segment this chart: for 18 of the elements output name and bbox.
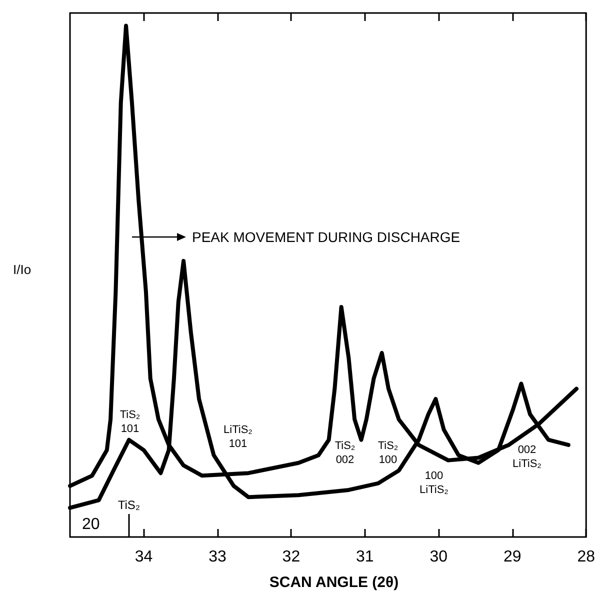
x-tick-label: 30: [430, 548, 448, 566]
y-axis-title: I/Io: [13, 262, 32, 277]
x-tick-label: 29: [503, 548, 522, 566]
annotation: TiS₂ 100: [378, 440, 398, 466]
x-tick-label: 32: [282, 548, 300, 566]
x-axis-title: SCAN ANGLE (2θ): [269, 574, 399, 591]
annotation: 002 LiTiS₂: [512, 444, 542, 470]
annotation: TiS₂ 002: [334, 440, 356, 466]
annotation: 20: [82, 516, 100, 533]
x-tick-label: 31: [356, 548, 374, 566]
x-tick-label: 34: [134, 548, 153, 566]
x-tick-label: 33: [208, 548, 226, 566]
annotation: PEAK MOVEMENT DURING DISCHARGE: [192, 229, 460, 245]
annotation: TiS₂ 101: [120, 409, 140, 435]
annotation: LiTiS₂ 101: [224, 424, 252, 450]
annotation: 100 LiTiS₂: [420, 470, 448, 496]
x-tick-label: 28: [577, 548, 596, 566]
ref-line-label: TiS₂: [118, 498, 140, 512]
